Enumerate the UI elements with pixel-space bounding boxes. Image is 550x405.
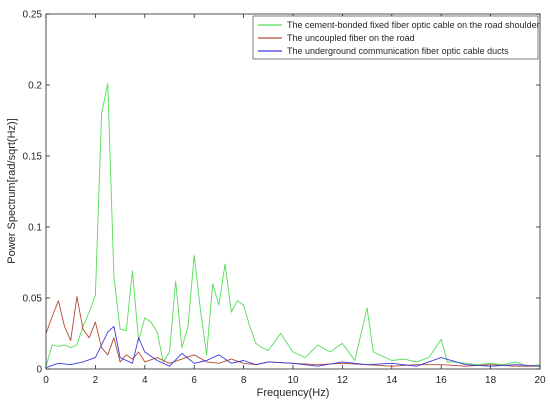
- x-tick-label: 18: [485, 375, 497, 386]
- x-axis-label: Frequency(Hz): [257, 387, 330, 399]
- series-line-1: [45, 83, 541, 367]
- x-tick-label: 8: [241, 375, 247, 386]
- x-tick-label: 6: [191, 375, 197, 386]
- y-tick-label: 0.05: [23, 294, 43, 305]
- y-tick-label: 0.1: [28, 223, 42, 234]
- x-tick-label: 10: [287, 375, 299, 386]
- x-tick-label: 2: [93, 375, 99, 386]
- x-tick-label: 12: [337, 375, 349, 386]
- series-line-2: [45, 296, 540, 367]
- x-tick-label: 20: [534, 375, 546, 386]
- y-tick-label: 0: [36, 365, 42, 376]
- y-tick-label: 0.15: [23, 152, 43, 163]
- y-tick-label: 0.2: [28, 81, 42, 92]
- plot-frame: [45, 13, 541, 370]
- legend-label-2: The uncoupled fiber on the road: [287, 33, 415, 43]
- x-tick-label: 4: [142, 375, 148, 386]
- y-axis-label: Power Spectrum[rad/sqrt(Hz)]: [6, 118, 18, 263]
- x-tick-label: 0: [43, 375, 49, 386]
- legend-label-3: The underground communication fiber opti…: [287, 46, 509, 56]
- y-tick-label: 0.25: [23, 10, 43, 21]
- legend-box: [252, 15, 539, 60]
- plot-area: [46, 14, 540, 369]
- legend: The cement-bonded fixed fiber optic cabl…: [252, 15, 540, 60]
- x-tick-label: 14: [386, 375, 398, 386]
- series-layer: [45, 83, 541, 369]
- legend-label-1: The cement-bonded fixed fiber optic cabl…: [287, 20, 540, 30]
- series-line-3: [45, 325, 541, 369]
- x-tick-label: 16: [436, 375, 448, 386]
